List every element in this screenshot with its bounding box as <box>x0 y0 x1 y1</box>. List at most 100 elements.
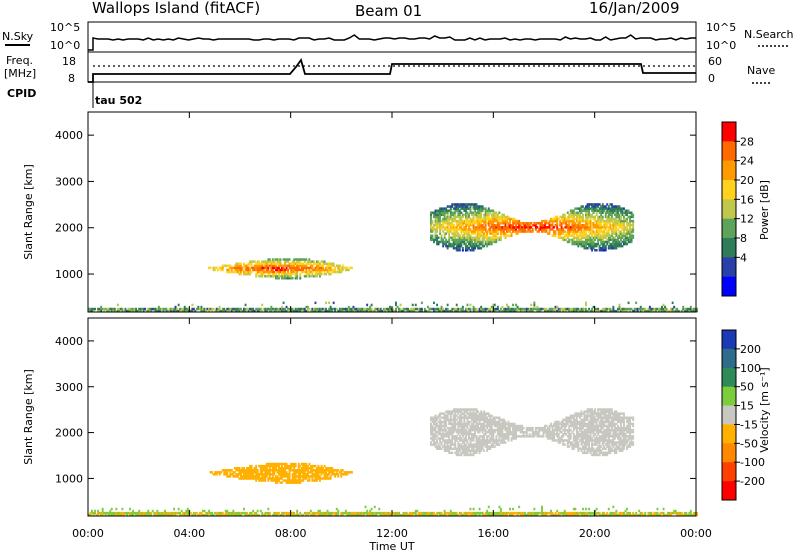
heatmap-cell <box>340 309 343 313</box>
heatmap-cell <box>264 477 267 480</box>
heatmap-cell <box>501 226 504 229</box>
heatmap-cell <box>597 307 600 311</box>
heatmap-cell <box>528 428 531 432</box>
heatmap-cell <box>293 467 296 470</box>
heatmap-cell <box>431 443 434 446</box>
heatmap-cell <box>545 431 548 434</box>
heatmap-cell <box>457 209 460 212</box>
heatmap-cell <box>577 211 580 214</box>
heatmap-cell <box>133 309 136 313</box>
heatmap-cell <box>537 435 540 438</box>
heatmap-cell <box>472 215 475 219</box>
heatmap-cell <box>592 230 595 233</box>
heatmap-cell <box>452 410 455 413</box>
heatmap-cell <box>132 309 135 313</box>
heatmap-cell <box>431 437 434 440</box>
heatmap-cell <box>527 428 530 432</box>
heatmap-cell <box>323 469 326 472</box>
heatmap-cell <box>487 211 490 214</box>
heatmap-cell <box>554 217 557 221</box>
heatmap-cell <box>504 422 507 426</box>
heatmap-cell <box>452 307 455 311</box>
noise-ytick-low-right: 10^0 <box>706 39 736 52</box>
heatmap-cell <box>437 226 440 229</box>
heatmap-cell <box>557 228 560 231</box>
heatmap-cell <box>490 437 493 440</box>
heatmap-cell <box>475 226 478 229</box>
heatmap-cell <box>255 266 258 270</box>
heatmap-cell <box>501 230 504 233</box>
heatmap-cell <box>265 260 268 263</box>
heatmap-cell <box>589 242 592 246</box>
heatmap-cell <box>452 213 455 217</box>
heatmap-cell <box>579 428 581 432</box>
heatmap-cell <box>440 307 443 311</box>
heatmap-cell <box>233 309 236 313</box>
heatmap-cell <box>347 309 350 313</box>
heatmap-cell <box>481 426 484 430</box>
heatmap-cell <box>507 230 510 233</box>
heatmap-cell <box>492 437 495 440</box>
heatmap-cell <box>478 240 481 244</box>
heatmap-cell <box>592 240 595 244</box>
heatmap-cell <box>468 416 470 419</box>
heatmap-cell <box>501 437 504 440</box>
heatmap-cell <box>322 266 325 270</box>
heatmap-cell <box>443 447 446 450</box>
heatmap-cell <box>294 262 297 265</box>
heatmap-cell <box>268 309 271 313</box>
heatmap-cell <box>478 451 481 455</box>
heatmap-cell <box>442 424 445 428</box>
heatmap-cell <box>480 449 483 452</box>
heatmap-cell <box>604 222 607 225</box>
heatmap-cell <box>589 431 592 434</box>
heatmap-cell <box>601 443 604 446</box>
heatmap-cell <box>300 479 303 482</box>
heatmap-cell <box>465 213 467 217</box>
heatmap-cell <box>516 307 519 311</box>
heatmap-cell <box>434 426 437 430</box>
heatmap-cell <box>243 471 245 474</box>
heatmap-cell <box>469 244 472 248</box>
heatmap-cell <box>560 437 563 440</box>
heatmap-cell <box>676 309 679 313</box>
heatmap-cell <box>601 215 604 219</box>
heatmap-cell <box>349 266 352 270</box>
heatmap-cell <box>577 219 580 223</box>
heatmap-cell <box>483 232 486 235</box>
heatmap-cell <box>469 249 472 252</box>
heatmap-cell <box>612 207 615 210</box>
heatmap-cell <box>436 242 439 246</box>
heatmap-cell <box>282 473 285 476</box>
heatmap-cell <box>461 424 464 428</box>
heatmap-cell <box>314 471 317 474</box>
heatmap-cell <box>317 475 320 478</box>
heatmap-cell <box>119 307 122 311</box>
heatmap-cell <box>562 418 565 422</box>
heatmap-cell <box>598 416 601 419</box>
heatmap-cell <box>271 270 274 274</box>
heatmap-cell <box>454 422 457 426</box>
heatmap-cell <box>279 262 282 265</box>
heatmap-cell <box>560 217 563 221</box>
heatmap-cell <box>632 224 635 227</box>
heatmap-cell <box>452 242 455 246</box>
heatmap-cell <box>572 232 575 235</box>
heatmap-cell <box>571 209 574 212</box>
heatmap-cell <box>463 447 466 450</box>
heatmap-cell <box>439 441 442 444</box>
heatmap-cell <box>615 211 618 214</box>
heatmap-cell <box>445 439 448 442</box>
heatmap-cell <box>594 224 597 227</box>
heatmap-cell <box>533 224 536 227</box>
heatmap-cell <box>606 224 609 227</box>
heatmap-cell <box>474 226 477 229</box>
heatmap-cell <box>463 410 466 413</box>
heatmap-cell <box>442 213 445 217</box>
heatmap-cell <box>468 435 470 438</box>
heatmap-cell <box>237 270 239 274</box>
heatmap-cell <box>601 439 604 442</box>
heatmap-cell <box>503 234 505 237</box>
heatmap-cell <box>513 309 516 313</box>
